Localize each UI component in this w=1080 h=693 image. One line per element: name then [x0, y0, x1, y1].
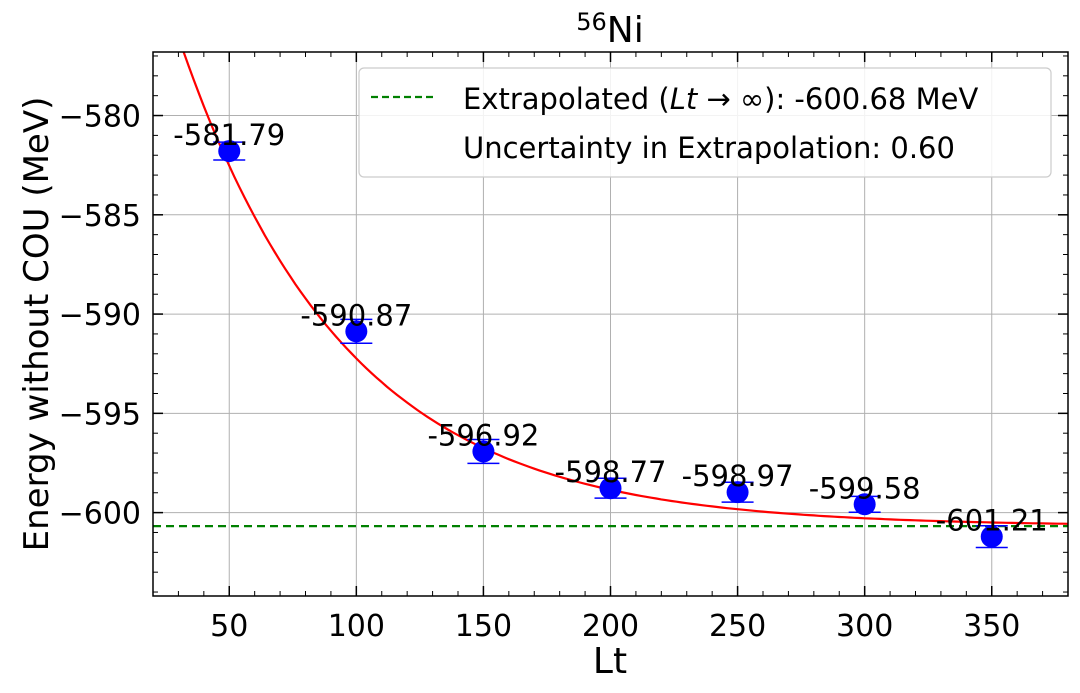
x-tick-label: 50: [210, 609, 248, 644]
data-point: [345, 320, 368, 343]
data-label: -590.87: [300, 298, 412, 332]
legend: Extrapolated (Lt → ∞): -600.68 MeV Uncer…: [358, 67, 1052, 178]
data-point: [853, 493, 876, 516]
legend-box: [358, 67, 1052, 178]
axis-ticks: 50 100 150 200 250 300 350 −600 −595 −590 −585 −580: [59, 52, 1069, 644]
title-main: Ni: [607, 10, 644, 51]
data-point: [980, 525, 1003, 548]
data-label: -601.21: [936, 504, 1048, 538]
x-tick-label: 200: [582, 609, 639, 644]
legend-uncertainty-label: Uncertainty in Extrapolation: 0.60: [463, 131, 955, 165]
data-label: -596.92: [427, 418, 539, 452]
x-tick-label: 250: [709, 609, 766, 644]
chart-title: 56Ni: [576, 8, 643, 51]
y-tick-label: −600: [59, 497, 141, 532]
x-axis-label: Lt: [593, 641, 627, 682]
y-axis-label: Energy without COU (MeV): [17, 97, 57, 552]
data-label: -599.58: [809, 471, 921, 505]
data-point: [472, 440, 495, 463]
title-superscript: 56: [576, 8, 607, 36]
y-tick-label: −585: [59, 199, 141, 234]
data-point: [599, 477, 622, 500]
x-tick-label: 350: [963, 609, 1020, 644]
x-tick-label: 150: [455, 609, 512, 644]
y-tick-label: −590: [59, 298, 141, 333]
data-labels: -581.79 -590.87 -596.92 -598.77 -598.97 -599.…: [173, 118, 1047, 538]
plot-content: [153, 52, 1068, 549]
legend-extrapolated-label: Extrapolated (Lt → ∞): -600.68 MeV: [463, 82, 978, 116]
data-label: -581.79: [173, 118, 285, 152]
x-tick-label: 100: [328, 609, 385, 644]
x-tick-label: 300: [836, 609, 893, 644]
data-label: -598.77: [555, 455, 667, 489]
y-tick-label: −580: [59, 100, 141, 135]
y-tick-label: −595: [59, 397, 141, 432]
data-point: [726, 481, 749, 504]
data-point: [218, 140, 241, 163]
data-label: -598.97: [682, 459, 794, 493]
